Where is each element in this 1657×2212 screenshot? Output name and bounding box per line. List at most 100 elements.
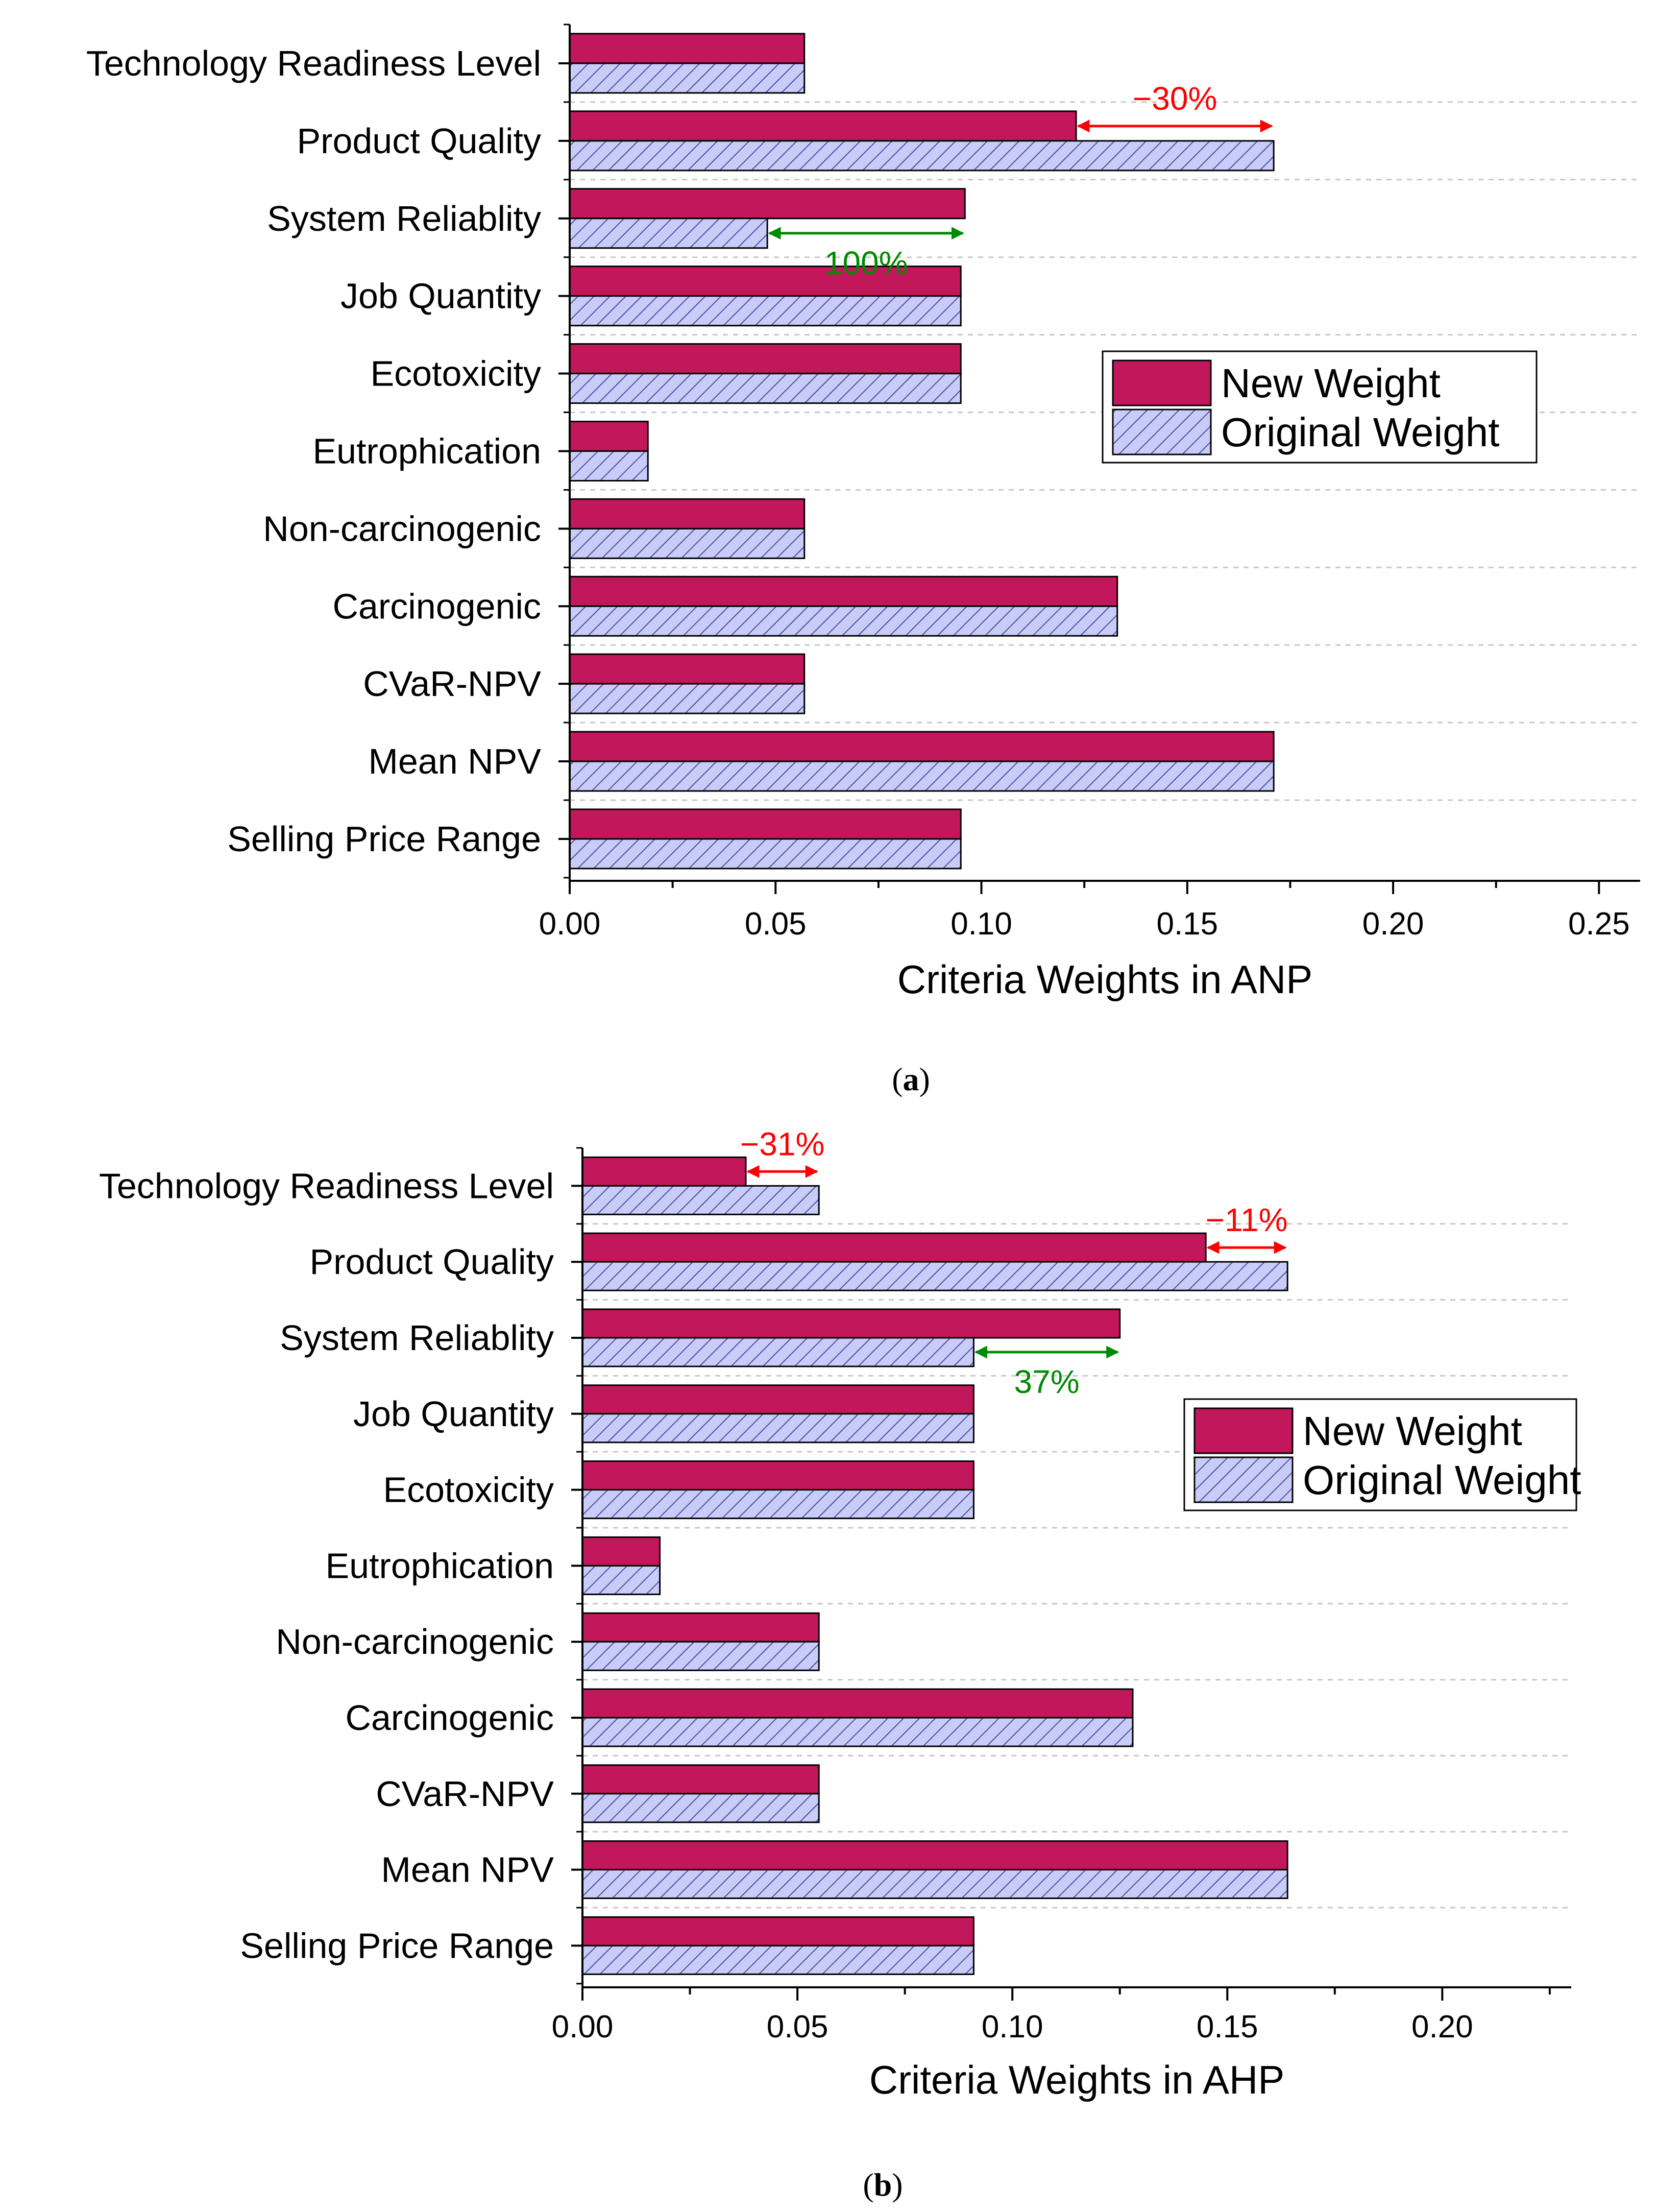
bar-original-weight bbox=[569, 62, 806, 94]
category-label: Mean NPV bbox=[369, 741, 542, 781]
caption-open: ( bbox=[892, 1061, 903, 1097]
legend-label-new: New Weight bbox=[1303, 1408, 1522, 1454]
bar-new-weight bbox=[569, 808, 962, 840]
figure-caption: (b) bbox=[863, 2167, 903, 2203]
x-tick-label: 0.15 bbox=[1156, 906, 1218, 942]
bar-original-weight bbox=[581, 1869, 1288, 1900]
bar-new-weight bbox=[581, 1612, 820, 1643]
caption-letter: b bbox=[874, 2167, 892, 2203]
x-tick-label: 0.20 bbox=[1411, 2009, 1473, 2045]
bar-original-weight bbox=[569, 218, 768, 249]
category-label: Technology Readiness Level bbox=[99, 1166, 554, 1206]
bar-new-weight bbox=[569, 188, 966, 220]
x-tick-label: 0.10 bbox=[951, 906, 1012, 942]
category-label: Non-carcinogenic bbox=[263, 509, 541, 548]
legend-label-new: New Weight bbox=[1221, 360, 1441, 406]
category-label: Job Quantity bbox=[353, 1394, 554, 1434]
category-label: Ecotoxicity bbox=[370, 354, 541, 394]
x-tick-label: 0.15 bbox=[1197, 2009, 1258, 2045]
annotation-label: −31% bbox=[740, 1125, 824, 1162]
chart-ahp: Technology Readiness Level Product Qualit… bbox=[99, 1125, 1581, 2203]
x-tick-label: 0.20 bbox=[1362, 906, 1424, 942]
bar-original-weight bbox=[581, 1641, 820, 1671]
category-label: Selling Price Range bbox=[240, 1926, 554, 1965]
bar-original-weight bbox=[569, 605, 1118, 637]
category-label: Eutrophication bbox=[325, 1546, 554, 1585]
bar-new-weight bbox=[569, 420, 649, 452]
category-label: Technology Readiness Level bbox=[86, 43, 541, 83]
bar-new-weight bbox=[569, 575, 1118, 607]
x-tick-label: 0.10 bbox=[982, 2009, 1043, 2045]
bar-original-weight bbox=[569, 450, 649, 482]
category-label: CVaR-NPV bbox=[363, 664, 541, 704]
bar-new-weight bbox=[569, 653, 806, 685]
bar-original-weight bbox=[569, 760, 1275, 792]
bar-new-weight bbox=[581, 1840, 1288, 1871]
caption-close: ) bbox=[892, 2167, 903, 2203]
category-label: Job Quantity bbox=[340, 276, 541, 316]
bar-new-weight bbox=[569, 33, 806, 64]
category-label: System Reliablity bbox=[280, 1318, 554, 1358]
x-tick-label: 0.05 bbox=[745, 906, 807, 942]
annotation-label: 100% bbox=[824, 245, 908, 281]
category-label: Ecotoxicity bbox=[383, 1470, 554, 1510]
category-label: Eutrophication bbox=[312, 431, 541, 471]
bar-new-weight bbox=[569, 110, 1077, 142]
bar-new-weight bbox=[581, 1536, 661, 1567]
x-axis-title: Criteria Weights in AHP bbox=[869, 2057, 1285, 2102]
legend-swatch-new bbox=[1193, 1407, 1294, 1454]
category-label: System Reliablity bbox=[267, 199, 541, 238]
bar-original-weight bbox=[581, 1944, 974, 1975]
chart-anp: Technology Readiness Level Product Qualit… bbox=[86, 23, 1640, 1097]
bar-new-weight bbox=[581, 1232, 1207, 1263]
bar-new-weight bbox=[581, 1156, 747, 1187]
bar-new-weight bbox=[581, 1688, 1134, 1719]
caption-open: ( bbox=[863, 2167, 873, 2203]
annotation-label: −11% bbox=[1206, 1201, 1288, 1238]
bar-original-weight bbox=[581, 1185, 820, 1215]
bar-original-weight bbox=[569, 295, 962, 327]
legend-swatch-original bbox=[1193, 1456, 1294, 1503]
bar-original-weight bbox=[581, 1337, 974, 1367]
category-label: Carcinogenic bbox=[345, 1698, 554, 1738]
bar-original-weight bbox=[581, 1413, 974, 1444]
bar-new-weight bbox=[569, 266, 962, 297]
legend-label-original: Original Weight bbox=[1221, 410, 1499, 455]
bar-original-weight bbox=[581, 1489, 974, 1520]
x-tick-label: 0.25 bbox=[1568, 906, 1630, 942]
annotation-label: −30% bbox=[1133, 80, 1217, 117]
category-label: CVaR-NPV bbox=[376, 1774, 554, 1814]
bar-original-weight bbox=[581, 1261, 1288, 1291]
bar-new-weight bbox=[581, 1916, 974, 1946]
x-tick-label: 0.05 bbox=[767, 2009, 828, 2045]
bar-original-weight bbox=[569, 140, 1275, 172]
legend-swatch-original bbox=[1112, 408, 1212, 455]
bar-original-weight bbox=[581, 1717, 1134, 1747]
bar-original-weight bbox=[581, 1565, 661, 1595]
bar-original-weight bbox=[569, 373, 962, 404]
category-label: Product Quality bbox=[309, 1242, 554, 1282]
bar-original-weight bbox=[569, 683, 806, 714]
category-label: Product Quality bbox=[297, 121, 541, 161]
bar-new-weight bbox=[581, 1308, 1121, 1339]
annotation-label: 37% bbox=[1014, 1363, 1080, 1400]
bar-new-weight bbox=[581, 1460, 974, 1491]
category-label: Carcinogenic bbox=[332, 586, 541, 626]
bar-new-weight bbox=[569, 498, 806, 530]
x-axis-title: Criteria Weights in ANP bbox=[897, 957, 1313, 1002]
bar-original-weight bbox=[569, 838, 962, 870]
bar-original-weight bbox=[581, 1793, 820, 1823]
caption-close: ) bbox=[919, 1061, 930, 1097]
bar-new-weight bbox=[569, 343, 962, 375]
category-label: Non-carcinogenic bbox=[276, 1622, 554, 1662]
caption-letter: a bbox=[903, 1061, 919, 1097]
bar-new-weight bbox=[581, 1384, 974, 1415]
legend-swatch-new bbox=[1112, 359, 1212, 406]
bar-new-weight bbox=[581, 1764, 820, 1795]
figure-caption: (a) bbox=[892, 1061, 930, 1097]
bar-new-weight bbox=[569, 731, 1275, 762]
category-label: Selling Price Range bbox=[227, 819, 541, 859]
legend-label-original: Original Weight bbox=[1303, 1457, 1581, 1503]
